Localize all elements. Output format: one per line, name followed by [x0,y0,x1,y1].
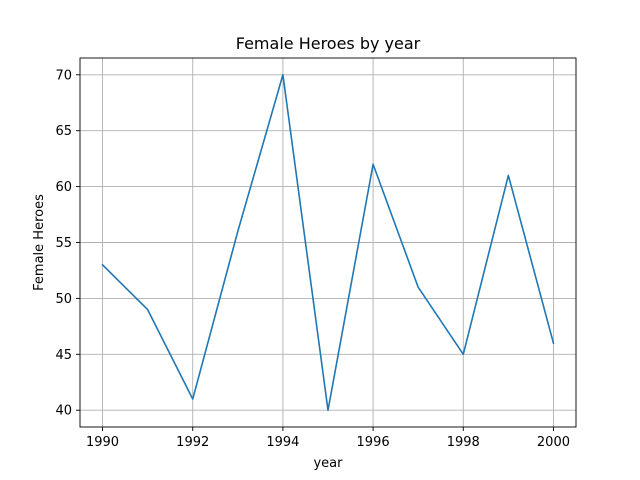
grid [80,58,576,427]
chart-title: Female Heroes by year [236,34,421,53]
y-tick-label: 50 [55,292,72,307]
y-tick-label: 65 [55,124,72,139]
y-tick-label: 70 [55,68,72,83]
x-tick-label: 2000 [537,435,570,450]
y-tick-label: 40 [55,404,72,419]
x-tick-label: 1996 [357,435,390,450]
y-tick-label: 55 [55,236,72,251]
series-layer [101,73,555,412]
x-tick-label: 1998 [447,435,480,450]
y-axis: 40 45 50 55 60 65 70 [55,68,80,419]
x-tick-label: 1994 [266,435,299,450]
y-tick-label: 45 [55,348,72,363]
x-tick-label: 1990 [86,435,119,450]
y-tick-label: 60 [55,180,72,195]
y-axis-label: Female Heroes [32,194,47,291]
x-axis-label: year [313,456,343,471]
x-tick-label: 1992 [176,435,209,450]
series-line [101,73,555,412]
x-axis: 1990 1992 1994 1996 1998 2000 [86,427,570,450]
